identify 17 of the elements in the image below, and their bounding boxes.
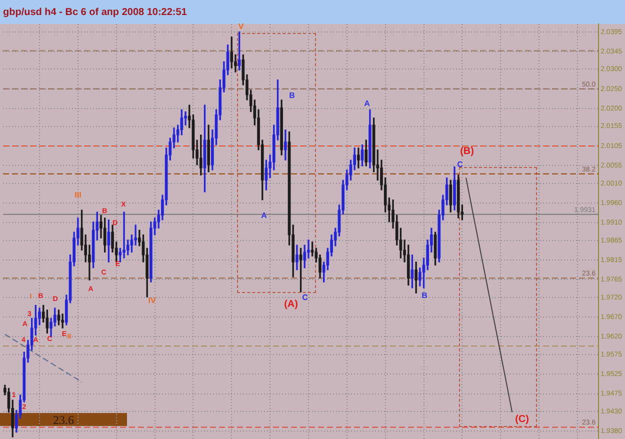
annotation: C [457, 160, 464, 170]
candlestick [61, 314, 64, 328]
annotation: 23.6 [53, 412, 74, 426]
annotation: A [261, 211, 268, 220]
annotation: (A) [284, 298, 298, 310]
annotation: (B) [460, 146, 474, 157]
label-box: 23.6 [0, 413, 127, 426]
chart-title: gbp/usd h4 - Вс 6 of апр 2008 10:22:51 [3, 6, 188, 18]
annotation: A [364, 99, 370, 108]
annotation: (C) [515, 414, 529, 425]
candlestick [122, 212, 126, 258]
annotation: IV [148, 296, 156, 306]
annotation: B [289, 91, 296, 100]
annotation: III [74, 190, 82, 200]
annotation: V [238, 22, 244, 32]
annotation: C [302, 293, 308, 302]
annotation: B [422, 291, 428, 300]
